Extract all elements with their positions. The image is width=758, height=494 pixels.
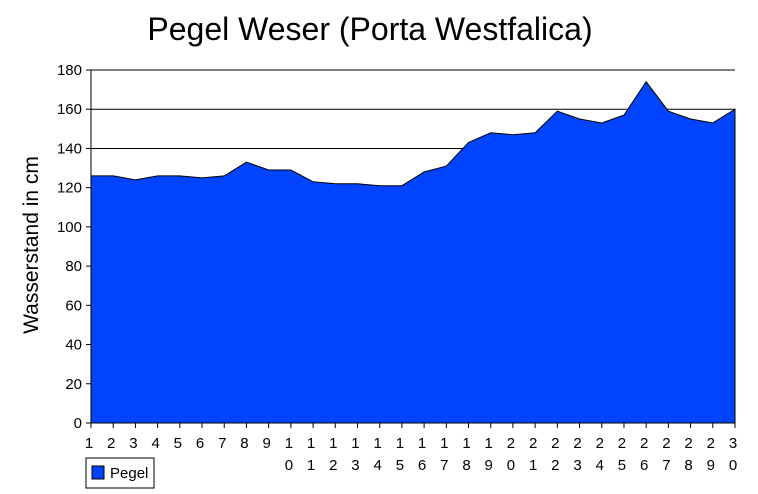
x-tick-label: 1 <box>85 435 93 452</box>
series-area-pegel <box>90 80 736 424</box>
y-axis-label: Wasserstand in cm <box>20 156 43 334</box>
x-tick-labels: 1 2 3 4 5 6 7 8 9 1 01 11 21 31 41 51 61 71 81 92 02 12 22 32 42… <box>85 435 737 474</box>
x-tick-label: 5 <box>174 435 182 452</box>
legend-swatch <box>91 465 105 480</box>
x-tick-label: 3 <box>129 435 137 452</box>
x-tick-label: 2 <box>107 435 115 452</box>
y-tick-label: 60 <box>65 297 82 314</box>
y-tick-label: 0 <box>74 415 82 432</box>
axes <box>86 69 736 428</box>
y-tick-label: 140 <box>57 140 82 157</box>
y-tick-label: 20 <box>65 376 82 393</box>
y-tick-label: 40 <box>65 337 82 354</box>
y-tick-label: 180 <box>57 62 82 79</box>
y-tick-label: 80 <box>65 258 82 275</box>
legend-label: Pegel <box>110 465 148 482</box>
y-tick-label: 120 <box>57 180 82 197</box>
x-tick-label: 9 <box>262 435 270 452</box>
x-tick-label: 7 <box>218 435 226 452</box>
plot-area <box>90 80 736 424</box>
legend: Pegel <box>85 457 155 489</box>
y-tick-labels: 0 20 40 60 80 100 120 140 160 180 <box>57 62 82 432</box>
x-tick-label: 4 <box>151 435 159 452</box>
y-tick-label: 160 <box>57 101 82 118</box>
y-tick-label: 100 <box>57 219 82 236</box>
x-tick-label: 8 <box>240 435 248 452</box>
chart-title: Pegel Weser (Porta Westfalica) <box>147 11 592 47</box>
x-tick-label: 6 <box>196 435 204 452</box>
